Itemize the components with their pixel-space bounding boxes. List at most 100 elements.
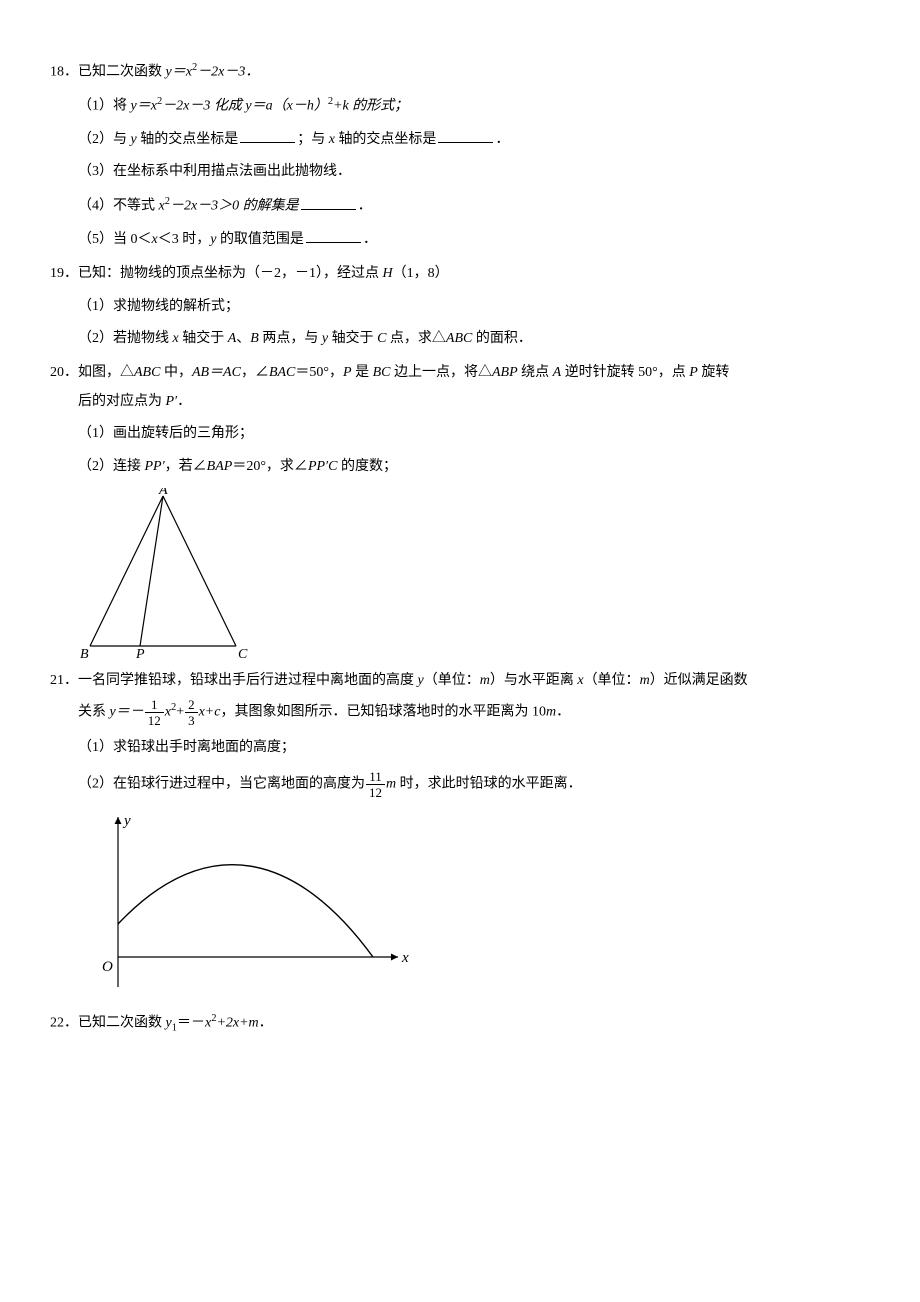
q21-cont-h: ． bbox=[556, 705, 570, 720]
frac-d: 12 bbox=[366, 785, 385, 799]
q20-c: 中， bbox=[160, 365, 192, 380]
q20-n: A bbox=[553, 365, 562, 380]
blank[interactable] bbox=[306, 228, 361, 243]
q18-s2-c: 轴的交点坐标是 bbox=[137, 132, 239, 147]
q21-number: 21． bbox=[50, 673, 78, 688]
q20-o: 逆时针旋转 50°，点 bbox=[561, 365, 689, 380]
q21-d: m bbox=[480, 673, 490, 688]
q21-a: 一名同学推铅球，铅球出手后行进过程中离地面的高度 bbox=[78, 673, 418, 688]
q22-c: ＝－ bbox=[177, 1015, 205, 1030]
svg-text:A: A bbox=[158, 488, 168, 498]
q21-sub2: （2）在铅球行进过程中，当它离地面的高度为1112m 时，求此时铅球的水平距离． bbox=[78, 770, 870, 799]
q19-stem-c: （1，8） bbox=[393, 266, 449, 281]
q18-fn: y＝x bbox=[166, 65, 192, 80]
q18-s1-c: －2x－3 化成 bbox=[162, 99, 245, 114]
q21-cont-e: x+c bbox=[199, 705, 221, 720]
q21-s2-b: m bbox=[386, 777, 396, 792]
svg-text:P: P bbox=[135, 647, 145, 658]
q20-s2-b: PP′ bbox=[145, 459, 165, 474]
q18-s5-c: ＜3 时， bbox=[158, 232, 211, 247]
q21-sub1: （1）求铅球出手时离地面的高度； bbox=[78, 737, 870, 759]
q20-b: ABC bbox=[134, 365, 160, 380]
q18-s2-a: （2）与 bbox=[78, 132, 131, 147]
frac-n: 11 bbox=[366, 770, 385, 785]
q21-h: m bbox=[640, 673, 650, 688]
q19-stem-a: 已知：抛物线的顶点坐标为（－2，－1），经过点 bbox=[78, 266, 383, 281]
blank[interactable] bbox=[240, 128, 295, 143]
q18-s2-g: ． bbox=[495, 132, 509, 147]
q19-s2-i: 轴交于 bbox=[328, 331, 377, 346]
q20-cont-c: ． bbox=[177, 394, 191, 409]
q21-s2-c: 时，求此时铅球的水平距离． bbox=[396, 777, 582, 792]
q19-s2-j: C bbox=[377, 331, 386, 346]
q19-s2-g: 两点，与 bbox=[259, 331, 322, 346]
q20-m: 绕点 bbox=[518, 365, 553, 380]
frac-d: 12 bbox=[145, 713, 164, 727]
q20-cont: 后的对应点为 P′． bbox=[78, 391, 870, 413]
q18-s5-f: ． bbox=[363, 232, 377, 247]
svg-text:y: y bbox=[122, 813, 131, 829]
q21-cont-f: ，其图象如图所示．已知铅球落地时的水平距离为 10 bbox=[220, 705, 546, 720]
q19-s2-c: 轴交于 bbox=[179, 331, 228, 346]
q20-h: P bbox=[343, 365, 352, 380]
q21-s2-a: （2）在铅球行进过程中，当它离地面的高度为 bbox=[78, 777, 365, 792]
q18-sub4: （4）不等式 x2－2x－3＞0 的解集是． bbox=[78, 194, 870, 218]
q20-s2-c: ，若∠ bbox=[165, 459, 207, 474]
q19-stem-b: H bbox=[383, 266, 393, 281]
q20-s2-d: BAP bbox=[207, 459, 233, 474]
q19-number: 19． bbox=[50, 266, 78, 281]
q21-i: ）近似满足函数 bbox=[650, 673, 748, 688]
q20-g: ＝50°， bbox=[295, 365, 343, 380]
q20-s2-a: （2）连接 bbox=[78, 459, 145, 474]
q22-a: 已知二次函数 bbox=[78, 1015, 166, 1030]
q20-cont-a: 后的对应点为 bbox=[78, 394, 166, 409]
q18-stem-a: 已知二次函数 bbox=[78, 65, 166, 80]
q20-j: BC bbox=[373, 365, 391, 380]
q19-s2-f: B bbox=[250, 331, 259, 346]
q21-cont-b: y＝－ bbox=[110, 705, 144, 720]
q21-c: （单位： bbox=[424, 673, 480, 688]
question-21: 21．一名同学推铅球，铅球出手后行进过程中离地面的高度 y（单位：m）与水平距离… bbox=[50, 670, 870, 999]
q20-k: 边上一点，将△ bbox=[390, 365, 492, 380]
q18-s4-a: （4）不等式 bbox=[78, 199, 159, 214]
q19-s2-m: 的面积． bbox=[472, 331, 532, 346]
q18-s1-e: +k 的形式； bbox=[333, 99, 408, 114]
q20-q: 旋转 bbox=[698, 365, 730, 380]
q22-e: +2x+m bbox=[216, 1015, 258, 1030]
fraction-11-12: 1112 bbox=[366, 770, 385, 799]
q18-sub3: （3）在坐标系中利用描点法画出此抛物线． bbox=[78, 161, 870, 183]
q21-cont: 关系 y＝－112x2+23x+c，其图象如图所示．已知铅球落地时的水平距离为 … bbox=[78, 698, 870, 727]
q18-stem-b: －2x－3． bbox=[197, 65, 259, 80]
triangle-diagram: A B C P bbox=[78, 488, 248, 658]
q18-s1-b: y＝x bbox=[131, 99, 157, 114]
q19-s2-e: 、 bbox=[236, 331, 250, 346]
q20-s2-e: ＝20°，求∠ bbox=[232, 459, 308, 474]
frac-n: 2 bbox=[185, 698, 198, 713]
q20-s2-f: PP′C bbox=[308, 459, 338, 474]
svg-text:C: C bbox=[238, 647, 248, 658]
q20-cont-b: P′ bbox=[166, 394, 178, 409]
question-18: 18．已知二次函数 y＝x2－2x－3． （1）将 y＝x2－2x－3 化成 y… bbox=[50, 60, 870, 251]
q18-s5-a: （5）当 0＜ bbox=[78, 232, 152, 247]
fraction-2-3: 23 bbox=[185, 698, 198, 727]
q21-cont-d: + bbox=[176, 705, 184, 720]
q21-e: ）与水平距离 bbox=[490, 673, 578, 688]
blank[interactable] bbox=[301, 195, 356, 210]
q19-s2-k: 点，求△ bbox=[386, 331, 446, 346]
q20-s2-g: 的度数； bbox=[337, 459, 397, 474]
frac-n: 1 bbox=[145, 698, 164, 713]
svg-text:O: O bbox=[102, 959, 113, 975]
svg-text:B: B bbox=[80, 647, 89, 658]
q21-cont-g: m bbox=[546, 705, 556, 720]
q18-s1-a: （1）将 bbox=[78, 99, 131, 114]
q18-number: 18． bbox=[50, 65, 78, 80]
q18-sub2: （2）与 y 轴的交点坐标是；与 x 轴的交点坐标是． bbox=[78, 128, 870, 151]
q18-s2-f: 轴的交点坐标是 bbox=[335, 132, 437, 147]
q20-sub1: （1）画出旋转后的三角形； bbox=[78, 423, 870, 445]
parabola-diagram: yxO bbox=[78, 809, 418, 999]
frac-d: 3 bbox=[185, 713, 198, 727]
q18-s2-d: ；与 bbox=[297, 132, 329, 147]
q21-g: （单位： bbox=[584, 673, 640, 688]
q19-s2-d: A bbox=[228, 331, 237, 346]
blank[interactable] bbox=[438, 128, 493, 143]
